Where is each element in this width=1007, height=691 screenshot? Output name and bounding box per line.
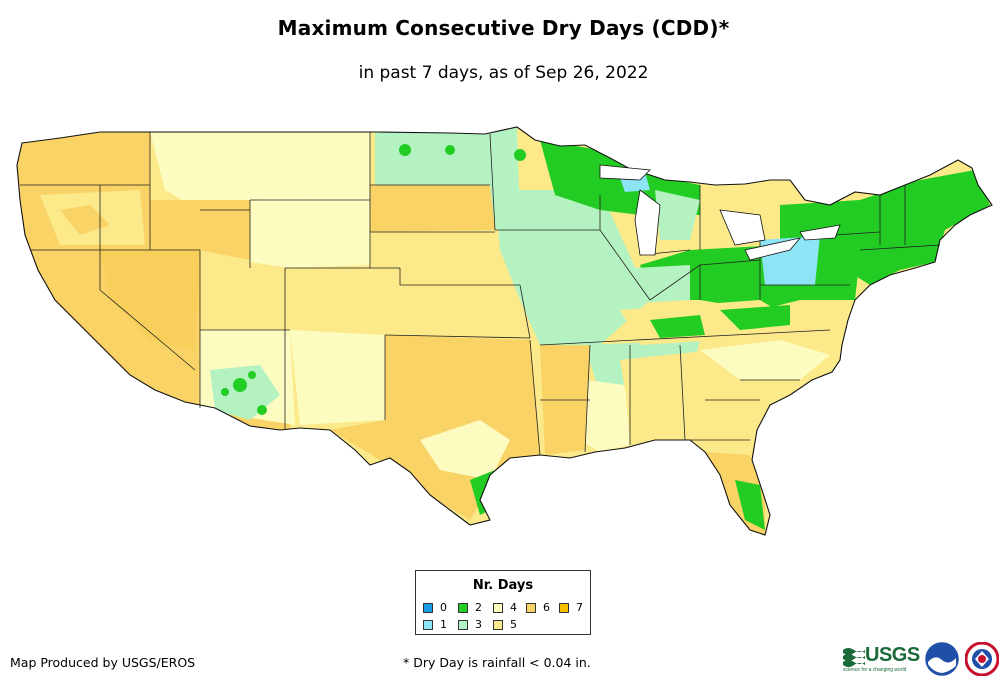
legend-title: Nr. Days <box>472 578 534 593</box>
legend-swatch <box>559 603 569 613</box>
legend-item-3: 3 <box>458 619 482 631</box>
map-subtitle: in past 7 days, as of Sep 26, 2022 <box>358 63 649 83</box>
legend-label: 0 <box>440 601 447 614</box>
usgs-wave-icon <box>843 648 865 667</box>
legend-item-7: 7 <box>559 602 583 614</box>
legend-label: 7 <box>576 601 583 614</box>
legend-label: 2 <box>475 601 482 614</box>
legend-label: 3 <box>475 618 482 631</box>
agency-logos: USGS science for a changing world <box>843 640 1003 680</box>
map-title: Maximum Consecutive Dry Days (CDD)* <box>277 16 730 40</box>
legend-item-4: 4 <box>493 602 517 614</box>
legend-item-5: 5 <box>493 619 517 631</box>
legend-swatch <box>423 603 433 613</box>
usgs-logo: USGS science for a changing world <box>843 640 920 678</box>
legend-box: Nr. Days 0 1 2 3 4 5 6 7 <box>415 570 591 635</box>
usgs-wordmark: USGS <box>865 644 920 666</box>
legend-swatch <box>493 603 503 613</box>
noaa-logo-icon <box>925 642 959 676</box>
legend-label: 1 <box>440 618 447 631</box>
legend-item-0: 0 <box>423 602 447 614</box>
legend-item-2: 2 <box>458 602 482 614</box>
legend-item-6: 6 <box>526 602 550 614</box>
credit-text: Map Produced by USGS/EROS <box>10 655 196 670</box>
nws-logo-icon <box>965 642 999 676</box>
legend-swatch <box>423 620 433 630</box>
legend-swatch <box>458 620 468 630</box>
legend-label: 4 <box>510 601 517 614</box>
legend-swatch <box>526 603 536 613</box>
footnote-text: * Dry Day is rainfall < 0.04 in. <box>403 655 591 670</box>
usgs-tagline: science for a changing world <box>843 667 907 673</box>
legend-item-1: 1 <box>423 619 447 631</box>
legend-swatch <box>458 603 468 613</box>
legend-label: 5 <box>510 618 517 631</box>
legend-label: 6 <box>543 601 550 614</box>
legend-swatch <box>493 620 503 630</box>
